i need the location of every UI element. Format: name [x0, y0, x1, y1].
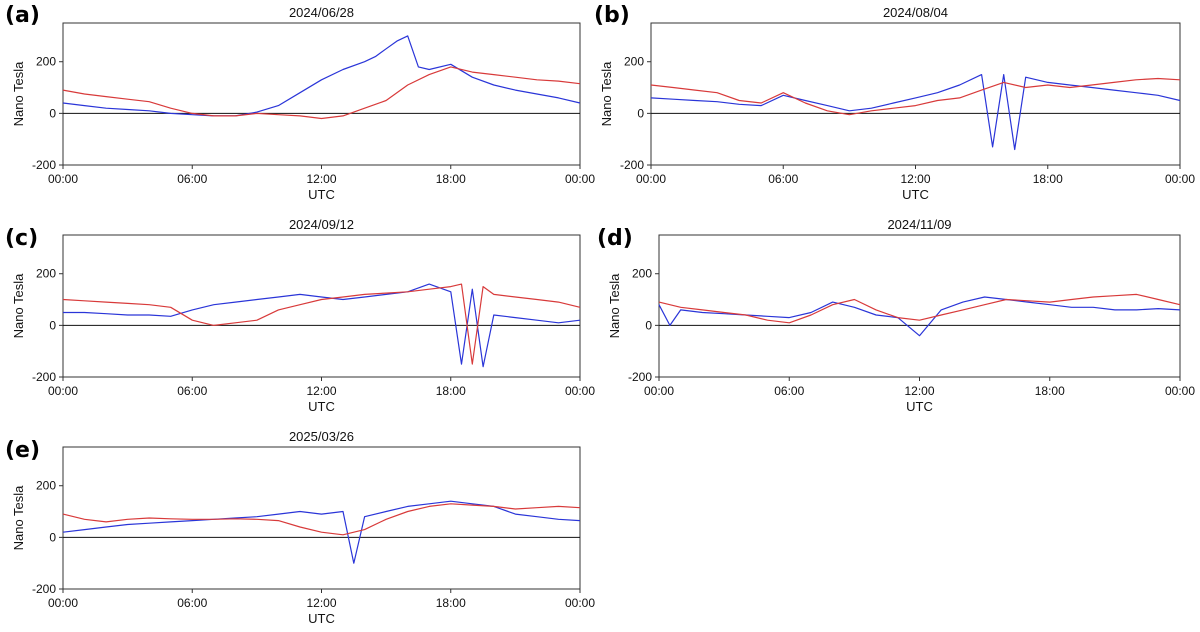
y-tick-label: 200 — [36, 55, 56, 69]
series-line — [62, 66, 581, 120]
plot-frame — [62, 22, 581, 166]
x-tick-label: 12:00 — [904, 384, 934, 398]
x-axis-title: UTC — [906, 399, 933, 414]
chart-title: 2024/08/04 — [883, 5, 948, 20]
y-tick-label: -200 — [32, 370, 56, 384]
y-axis-title: Nano Tesla — [599, 61, 614, 127]
y-tick-label: 0 — [49, 318, 56, 332]
x-tick-label: 00:00 — [1165, 384, 1195, 398]
y-axis-title: Nano Tesla — [11, 485, 26, 551]
y-tick-label: -200 — [32, 582, 56, 596]
x-tick-label: 18:00 — [436, 384, 466, 398]
y-tick-label: 0 — [49, 106, 56, 120]
x-tick-label: 00:00 — [48, 596, 78, 610]
x-tick-label: 12:00 — [306, 596, 336, 610]
x-tick-label: 00:00 — [565, 384, 595, 398]
x-tick-label: 12:00 — [900, 172, 930, 186]
y-tick-label: -200 — [628, 370, 652, 384]
y-axis-title: Nano Tesla — [11, 273, 26, 339]
panel-letter: (e) — [5, 438, 40, 463]
x-tick-label: 06:00 — [177, 384, 207, 398]
chart-title: 2024/09/12 — [289, 217, 354, 232]
plot-frame — [658, 234, 1181, 378]
x-tick-label: 00:00 — [636, 172, 666, 186]
chart-title: 2025/03/26 — [289, 429, 354, 444]
panel-letter: (c) — [5, 226, 38, 251]
y-tick-label: 200 — [624, 55, 644, 69]
series-line — [63, 283, 581, 368]
x-tick-label: 18:00 — [1033, 172, 1063, 186]
chart-title: 2024/06/28 — [289, 5, 354, 20]
series-line — [650, 73, 1181, 151]
x-tick-label: 18:00 — [1035, 384, 1065, 398]
x-tick-label: 06:00 — [774, 384, 804, 398]
panel-letter: (a) — [5, 3, 40, 28]
x-axis-title: UTC — [308, 611, 335, 626]
x-tick-label: 00:00 — [565, 596, 595, 610]
x-tick-label: 18:00 — [436, 596, 466, 610]
x-axis-title: UTC — [308, 399, 335, 414]
x-tick-label: 12:00 — [306, 384, 336, 398]
y-tick-label: 0 — [645, 318, 652, 332]
y-tick-label: 200 — [632, 267, 652, 281]
x-tick-label: 00:00 — [644, 384, 674, 398]
plot-frame — [62, 234, 581, 378]
series-line — [658, 296, 1181, 337]
y-tick-label: -200 — [32, 158, 56, 172]
x-tick-label: 06:00 — [177, 172, 207, 186]
y-tick-label: -200 — [620, 158, 644, 172]
y-tick-label: 0 — [637, 106, 644, 120]
x-tick-label: 00:00 — [565, 172, 595, 186]
panel-letter: (d) — [597, 226, 633, 251]
y-tick-label: 0 — [49, 530, 56, 544]
y-axis-title: Nano Tesla — [607, 273, 622, 339]
x-axis-title: UTC — [902, 187, 929, 202]
x-tick-label: 00:00 — [1165, 172, 1195, 186]
x-axis-title: UTC — [308, 187, 335, 202]
y-axis-title: Nano Tesla — [11, 61, 26, 127]
series-line — [650, 77, 1181, 116]
series-line — [62, 283, 581, 365]
plot-frame — [650, 22, 1181, 166]
series-line — [62, 503, 581, 536]
chart-title: 2024/11/09 — [887, 217, 951, 232]
x-tick-label: 12:00 — [306, 172, 336, 186]
y-tick-label: 200 — [36, 267, 56, 281]
series-line — [658, 293, 1181, 324]
series-line — [62, 35, 581, 117]
x-tick-label: 06:00 — [177, 596, 207, 610]
x-tick-label: 00:00 — [48, 172, 78, 186]
x-tick-label: 06:00 — [768, 172, 798, 186]
x-tick-label: 00:00 — [48, 384, 78, 398]
x-tick-label: 18:00 — [436, 172, 466, 186]
panel-letter: (b) — [594, 3, 630, 28]
y-tick-label: 200 — [36, 479, 56, 493]
